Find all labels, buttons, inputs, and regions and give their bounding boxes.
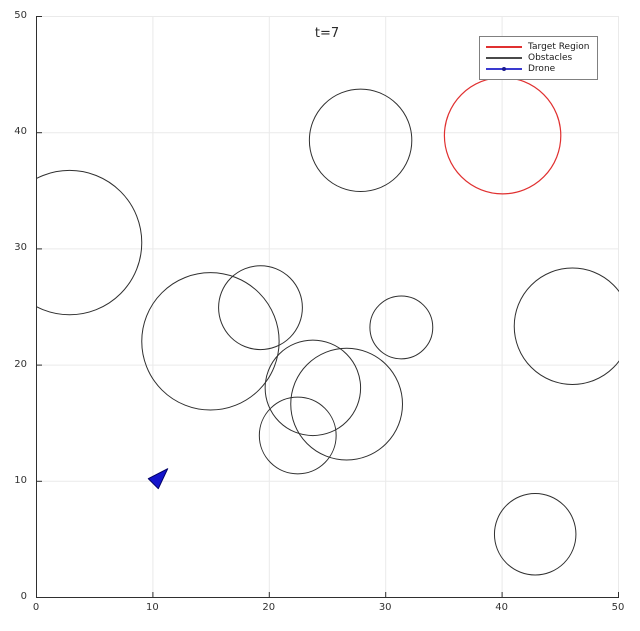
x-tick-label: 20: [262, 602, 276, 613]
legend-item-drone: Drone: [486, 64, 592, 74]
plot-area: [36, 16, 619, 598]
x-tick-label: 10: [146, 602, 159, 613]
legend-item-target: Target Region: [486, 42, 592, 52]
plot-title: t=7: [314, 26, 340, 41]
x-tick-label: 40: [495, 602, 508, 613]
obstacle-circle: [218, 265, 303, 351]
obstacle-circle: [258, 396, 337, 475]
y-tick-label: 0: [20, 591, 27, 602]
obstacle-circle: [493, 493, 577, 576]
legend-marker-dot: [502, 67, 506, 71]
drone-marker: [147, 468, 169, 490]
legend: Target Region Obstacles Drone: [479, 36, 598, 80]
obstacle-circle: [37, 169, 143, 316]
y-tick-label: 50: [14, 10, 27, 21]
y-tick-label: 20: [14, 358, 27, 370]
legend-line-target-region: [486, 46, 522, 48]
plot-svg: [37, 16, 619, 597]
legend-item-obstacles: Obstacles: [486, 53, 592, 63]
y-tick-label: 10: [14, 474, 27, 486]
y-tick-label: 40: [14, 126, 27, 138]
legend-label-obstacles: Obstacles: [528, 53, 573, 63]
obstacle-circle: [369, 295, 434, 360]
legend-label-target-region: Target Region: [528, 42, 590, 52]
x-tick-label: 50: [611, 602, 625, 613]
obstacle-circle: [513, 267, 619, 385]
obstacle-circle: [290, 347, 403, 461]
x-tick-label: 0: [32, 602, 40, 613]
y-tick-label: 30: [14, 242, 27, 254]
legend-line-drone: [486, 67, 522, 71]
obstacle-circle: [308, 88, 413, 193]
x-tick-label: 30: [378, 602, 392, 613]
legend-line-obstacles: [486, 57, 522, 59]
obstacle-circle: [264, 339, 362, 437]
obstacle-circle: [141, 272, 280, 411]
legend-label-drone: Drone: [528, 64, 556, 74]
